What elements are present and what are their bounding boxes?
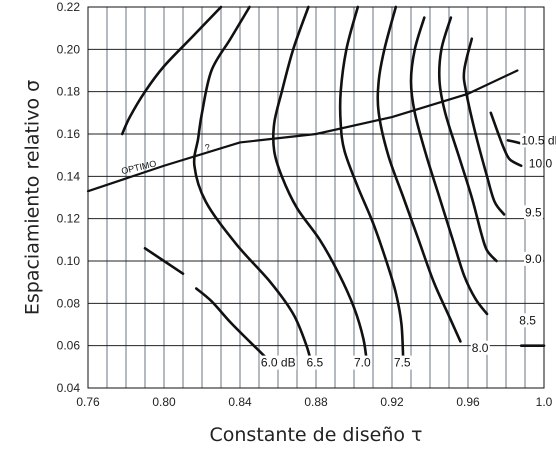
x-tick-label: 0.88 xyxy=(304,395,328,409)
curve-label: 10.0 xyxy=(529,157,553,171)
grid xyxy=(88,7,544,388)
curve-label-background xyxy=(527,156,554,171)
curve-label-background xyxy=(518,313,538,328)
curve-label: 9.0 xyxy=(525,252,542,266)
gain-curve xyxy=(489,111,523,168)
y-axis-title: Espaciamiento relativo σ xyxy=(22,80,44,315)
annotation-label: ? xyxy=(204,142,211,153)
gain-curve xyxy=(143,247,185,275)
curve-label: 10.5 dB xyxy=(521,133,556,147)
curve-labels: 6.0 dB6.57.07.58.08.59.09.510.010.5 dBOP… xyxy=(120,133,556,370)
gain-curves xyxy=(86,5,546,369)
y-tick-label: 0.22 xyxy=(57,0,81,14)
y-tick-label: 0.16 xyxy=(57,127,81,141)
curve-label-background xyxy=(520,133,556,148)
y-tick-label: 0.18 xyxy=(57,85,81,99)
curve-label: 7.5 xyxy=(394,356,411,370)
y-tick-label: 0.20 xyxy=(57,42,81,56)
curve-label: 7.0 xyxy=(354,356,371,370)
gain-curve xyxy=(192,5,314,369)
y-tick-label: 0.08 xyxy=(57,296,81,310)
gain-curve xyxy=(338,5,405,369)
curve-label-background xyxy=(392,355,412,370)
curve-label: 8.0 xyxy=(472,341,489,355)
x-tick-label: 0.80 xyxy=(152,395,176,409)
curve-label: 8.5 xyxy=(519,313,536,327)
x-tick-label: 1.0 xyxy=(536,395,553,409)
gain-curve xyxy=(437,16,498,263)
y-tick-label: 0.10 xyxy=(57,254,81,268)
gain-curve xyxy=(120,5,223,136)
x-tick-label: 0.92 xyxy=(380,395,404,409)
curve-label-background xyxy=(353,355,373,370)
curve-label: 9.5 xyxy=(525,205,542,219)
y-tick-label: 0.06 xyxy=(57,339,81,353)
curve-label-background xyxy=(259,355,297,370)
curve-label-background xyxy=(524,251,544,266)
curve-label: 6.0 dB xyxy=(261,356,296,370)
gain-curve xyxy=(195,287,266,358)
tick-labels: 0.76 0.80 0.84 0.88 0.92 0.96 1.0 0.04 0.06 0.08 0… xyxy=(57,0,553,409)
curve-label-background xyxy=(524,205,544,220)
curve-label-background xyxy=(305,355,325,370)
y-tick-label: 0.14 xyxy=(57,169,81,183)
x-tick-label: 0.76 xyxy=(76,395,100,409)
curve-label: 6.5 xyxy=(307,356,324,370)
y-tick-label: 0.04 xyxy=(57,381,81,395)
gain-curve xyxy=(271,5,369,369)
gain-curve xyxy=(409,16,489,316)
x-tick-label: 0.96 xyxy=(456,395,480,409)
plot-frame xyxy=(87,6,545,389)
curve-label-background xyxy=(470,340,490,355)
x-tick-label: 0.84 xyxy=(228,395,252,409)
optimum-line xyxy=(86,69,519,193)
gain-curve xyxy=(376,5,462,343)
x-axis-title: Constante de diseño τ xyxy=(209,424,422,446)
y-tick-label: 0.12 xyxy=(57,212,81,226)
gain-curve xyxy=(462,37,506,216)
